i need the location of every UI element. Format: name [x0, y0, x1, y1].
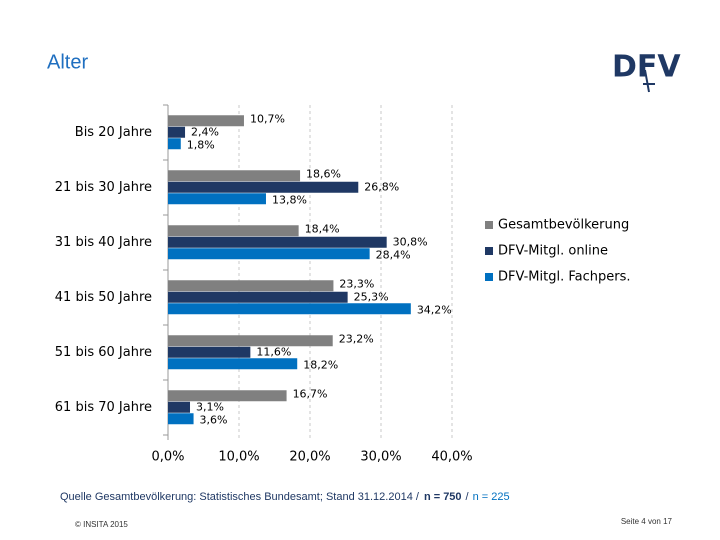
slide-title: Alter	[47, 51, 88, 73]
bar	[168, 401, 191, 413]
legend-label: DFV-Mitgl. online	[498, 244, 608, 259]
category-label: 21 bis 30 Jahre	[55, 180, 152, 195]
logo-mark	[643, 69, 655, 93]
category-label: 41 bis 50 Jahre	[55, 290, 152, 305]
bar	[168, 291, 348, 303]
legend-swatch	[485, 247, 493, 255]
bar	[168, 115, 244, 127]
logo: DFV	[612, 50, 681, 93]
x-tick-label: 30,0%	[360, 450, 401, 465]
bar	[168, 335, 333, 347]
bar	[168, 390, 287, 402]
value-label: 30,8%	[393, 236, 428, 249]
value-label: 18,6%	[306, 168, 341, 181]
value-label: 11,6%	[256, 346, 291, 359]
value-label: 25,3%	[354, 291, 389, 304]
category-label: 51 bis 60 Jahre	[55, 345, 152, 360]
bar	[168, 225, 299, 237]
legend-label: DFV-Mitgl. Fachpers.	[498, 270, 631, 285]
x-tick-label: 10,0%	[218, 450, 259, 465]
n-online: n = 750	[424, 491, 462, 503]
legend-swatch	[485, 221, 493, 229]
value-label: 3,1%	[196, 401, 224, 414]
x-tick-label: 20,0%	[289, 450, 330, 465]
value-label: 34,2%	[417, 304, 452, 317]
bar	[168, 138, 181, 150]
bar	[168, 236, 387, 248]
bar	[168, 181, 359, 193]
separator: /	[466, 491, 470, 503]
value-label: 26,8%	[364, 181, 399, 194]
category-label: 61 bis 70 Jahre	[55, 400, 152, 415]
chart: 0,0% 10,0% 20,0% 30,0% 40,0% Bis 20 Jahre 10,7…	[55, 104, 631, 465]
value-label: 3,6%	[200, 414, 228, 427]
value-label: 23,3%	[339, 278, 374, 291]
bar	[168, 346, 251, 358]
bar	[168, 126, 186, 138]
value-label: 18,4%	[305, 223, 340, 236]
value-label: 1,8%	[187, 139, 215, 152]
category-label: Bis 20 Jahre	[75, 125, 152, 140]
x-tick-label: 0,0%	[151, 450, 184, 465]
value-label: 18,2%	[303, 359, 338, 372]
legend-label: Gesamtbevölkerung	[498, 218, 629, 233]
bar	[168, 358, 298, 370]
value-label: 23,2%	[339, 333, 374, 346]
bar	[168, 303, 411, 315]
bar	[168, 248, 370, 260]
bar	[168, 280, 334, 292]
copyright: © INSITA 2015	[75, 520, 128, 529]
category-label: 31 bis 40 Jahre	[55, 235, 152, 250]
x-tick-label: 40,0%	[431, 450, 472, 465]
source-text: Quelle Gesamtbevölkerung: Statistisches …	[60, 491, 420, 503]
legend-swatch	[485, 273, 493, 281]
page-number: Seite 4 von 17	[621, 517, 673, 526]
n-fach: n = 225	[473, 491, 510, 503]
value-label: 16,7%	[293, 388, 328, 401]
source-note: Quelle Gesamtbevölkerung: Statistisches …	[60, 491, 510, 503]
value-label: 2,4%	[191, 126, 219, 139]
bar	[168, 170, 301, 182]
bar	[168, 413, 194, 425]
value-label: 13,8%	[272, 194, 307, 207]
value-label: 28,4%	[376, 249, 411, 262]
value-label: 10,7%	[250, 113, 285, 126]
bar	[168, 193, 266, 205]
